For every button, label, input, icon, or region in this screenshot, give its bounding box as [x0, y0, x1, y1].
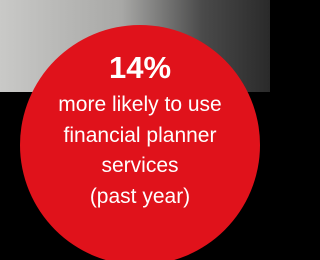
stat-description: financial planner	[64, 124, 217, 147]
stat-value: 14%	[109, 50, 171, 85]
stat-description: (past year)	[90, 185, 190, 208]
stat-description: services	[101, 154, 178, 177]
infographic: 14% more likely to use financial planner…	[0, 0, 270, 260]
stat-description: more likely to use	[58, 93, 221, 116]
